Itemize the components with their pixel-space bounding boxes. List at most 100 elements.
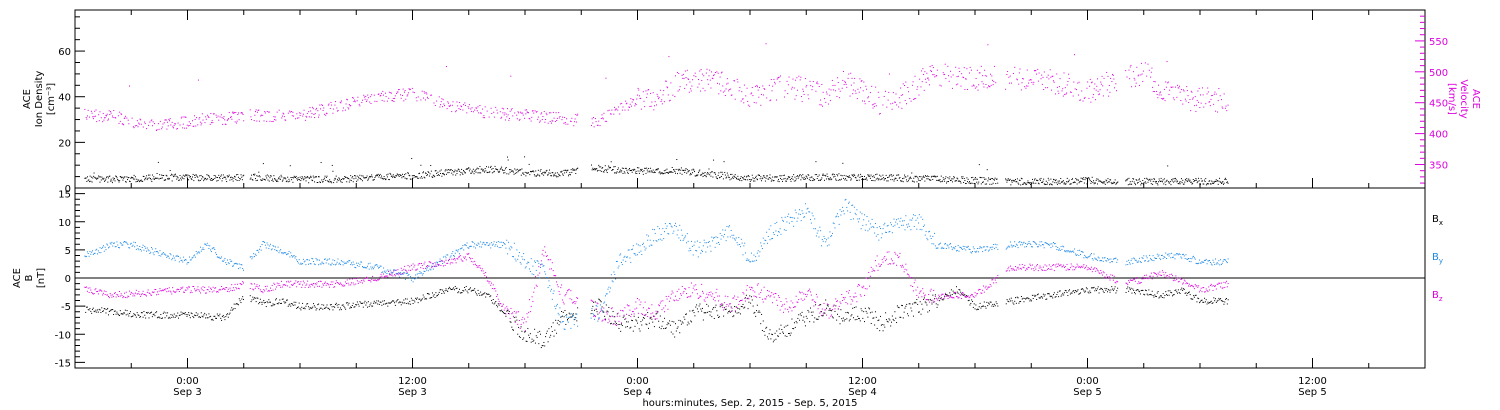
bx-point — [481, 294, 483, 296]
bx-point — [216, 317, 217, 319]
bz-point — [455, 262, 457, 264]
density-point — [675, 172, 676, 174]
bx-point — [120, 313, 122, 315]
velocity-point — [377, 93, 379, 95]
by-point — [318, 259, 320, 261]
by-point — [201, 248, 203, 250]
density-point — [739, 180, 741, 182]
by-point — [219, 257, 221, 259]
density-point — [1028, 182, 1030, 184]
density-point — [1102, 182, 1104, 184]
bx-point — [486, 293, 488, 295]
velocity-point — [553, 117, 555, 119]
bx-point — [194, 315, 196, 317]
velocity-point — [667, 87, 669, 89]
bx-point — [495, 301, 497, 303]
density-point — [497, 171, 499, 173]
velocity-point — [291, 110, 293, 112]
velocity-point — [165, 119, 167, 121]
velocity-point — [878, 96, 880, 98]
by-point — [550, 288, 552, 290]
bz-point — [469, 257, 471, 259]
by-point — [503, 243, 505, 245]
bz-point — [285, 284, 287, 286]
velocity-point — [91, 112, 93, 114]
bz-point — [430, 262, 432, 264]
velocity-point — [558, 112, 560, 114]
bx-point — [161, 317, 163, 319]
bx-point — [450, 289, 452, 291]
density-point — [1075, 177, 1077, 179]
density-point — [1172, 178, 1174, 180]
bz-point — [381, 275, 383, 277]
bx-point — [408, 303, 410, 305]
velocity-point — [511, 108, 513, 110]
velocity-point — [1146, 75, 1148, 77]
bz-point — [543, 255, 545, 257]
density-point — [880, 175, 882, 177]
velocity-point — [1074, 88, 1076, 90]
velocity-point — [728, 88, 730, 90]
density-point — [713, 159, 715, 161]
density-point — [898, 174, 900, 176]
density-point — [591, 164, 592, 166]
bz-point — [351, 282, 352, 284]
bx-point — [169, 317, 171, 319]
density-point — [307, 176, 309, 178]
bz-point — [329, 286, 331, 288]
density-point — [274, 178, 276, 180]
density-point — [895, 177, 897, 179]
density-point — [328, 181, 330, 183]
by-point — [307, 259, 309, 261]
velocity-point — [1137, 75, 1139, 77]
density-point — [297, 177, 299, 179]
density-point — [1163, 183, 1165, 185]
velocity-point — [311, 112, 313, 114]
bz-point — [159, 288, 161, 290]
density-point — [910, 177, 912, 179]
velocity-point — [1162, 98, 1164, 100]
density-point — [783, 174, 785, 176]
bz-point — [437, 263, 439, 265]
velocity-point — [945, 78, 947, 80]
by-point — [594, 315, 596, 317]
density-point — [482, 170, 484, 172]
density-point — [718, 177, 720, 179]
bz-point — [410, 269, 412, 271]
density-point — [476, 167, 478, 169]
density-point — [451, 170, 453, 172]
bz-point — [151, 291, 153, 293]
velocity-point — [669, 99, 671, 101]
velocity-point — [1125, 70, 1127, 72]
density-point — [1227, 182, 1229, 184]
bz-point — [317, 285, 319, 287]
bx-point — [333, 306, 335, 308]
bx-point — [487, 293, 489, 295]
density-point — [557, 176, 559, 178]
bx-point — [186, 315, 188, 317]
density-point — [335, 178, 337, 180]
velocity-point — [874, 102, 876, 104]
density-point — [719, 176, 721, 178]
velocity-point — [697, 79, 699, 81]
density-point — [96, 178, 98, 180]
density-point — [494, 165, 496, 167]
by-point — [223, 259, 225, 261]
bx-point — [191, 313, 193, 315]
by-point — [120, 243, 122, 245]
velocity-point — [573, 125, 575, 127]
bz-point — [575, 301, 577, 303]
velocity-point — [990, 84, 992, 86]
velocity-point — [749, 105, 751, 107]
velocity-point — [594, 118, 596, 120]
bz-point — [162, 290, 164, 292]
density-point — [820, 178, 822, 180]
density-point — [125, 181, 127, 183]
by-point — [449, 256, 451, 258]
by-point — [575, 317, 577, 319]
velocity-point — [309, 107, 311, 109]
bx-point — [243, 298, 244, 300]
density-point — [1056, 182, 1058, 184]
by-point — [538, 262, 540, 264]
velocity-point — [636, 98, 638, 100]
